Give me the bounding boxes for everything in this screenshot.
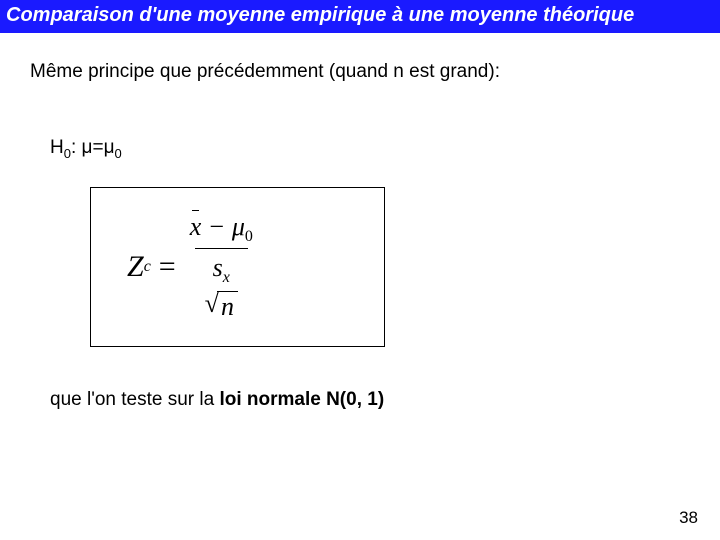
hyp-colon: : bbox=[71, 137, 82, 158]
formula: Zc = x − μ0 sx √ n bbox=[127, 212, 259, 322]
formula-inner-fraction: sx √ n bbox=[201, 253, 242, 322]
formula-box: Zc = x − μ0 sx √ n bbox=[90, 187, 385, 347]
conclusion-bold: loi normale N(0, 1) bbox=[219, 389, 384, 410]
hyp-mu1: μ bbox=[82, 137, 93, 158]
formula-denominator: sx √ n bbox=[195, 248, 248, 322]
hyp-eq: = bbox=[92, 137, 103, 158]
formula-s: sx bbox=[209, 253, 234, 287]
page-number: 38 bbox=[679, 508, 698, 528]
sqrt: √ n bbox=[205, 291, 238, 322]
formula-xbar: x bbox=[190, 212, 202, 242]
hyp-H: H bbox=[50, 137, 64, 158]
formula-s-sym: s bbox=[213, 253, 223, 282]
sqrt-arg: n bbox=[217, 291, 238, 322]
hyp-mu2: μ bbox=[104, 137, 115, 158]
intro-text: Même principe que précédemment (quand n … bbox=[30, 61, 720, 83]
hyp-mu2-sub: 0 bbox=[115, 146, 122, 161]
slide-title-bar: Comparaison d'une moyenne empirique à un… bbox=[0, 0, 720, 33]
null-hypothesis: H0: μ=μ0 bbox=[50, 137, 720, 161]
formula-mu: μ bbox=[232, 212, 245, 241]
formula-Z: Z bbox=[127, 250, 144, 284]
conclusion: que l'on teste sur la loi normale N(0, 1… bbox=[50, 389, 720, 411]
formula-equals: = bbox=[159, 250, 176, 284]
formula-mu-sub: 0 bbox=[245, 228, 253, 245]
formula-main-fraction: x − μ0 sx √ n bbox=[184, 212, 259, 322]
formula-sqrt-n: √ n bbox=[201, 287, 242, 322]
formula-minus: − bbox=[201, 212, 232, 241]
conclusion-prefix: que l'on teste sur la bbox=[50, 389, 219, 410]
slide-title: Comparaison d'une moyenne empirique à un… bbox=[6, 4, 634, 26]
formula-numerator: x − μ0 bbox=[184, 212, 259, 248]
formula-Z-sub: c bbox=[144, 258, 151, 276]
formula-s-sub: x bbox=[223, 269, 230, 286]
hyp-H-sub: 0 bbox=[64, 146, 71, 161]
